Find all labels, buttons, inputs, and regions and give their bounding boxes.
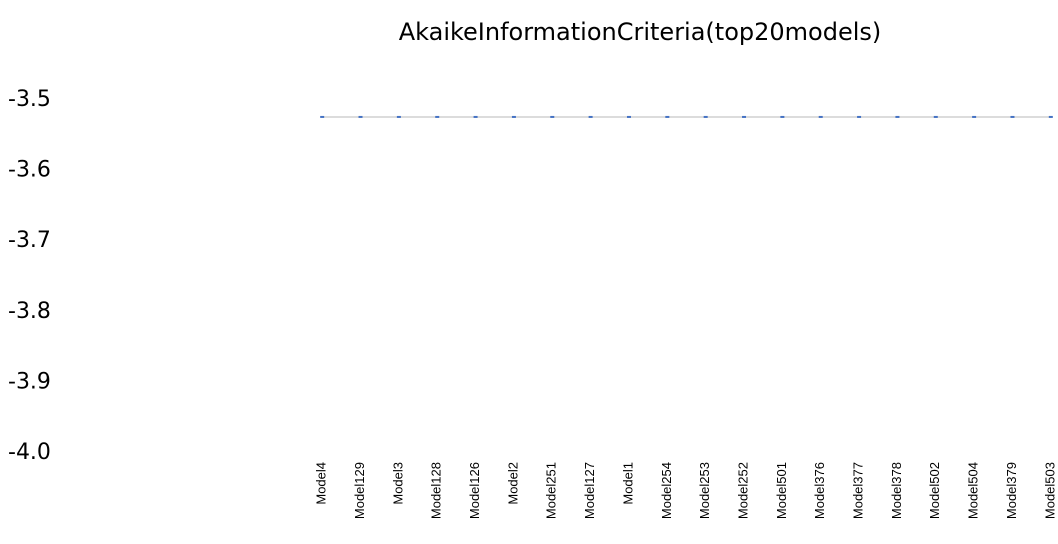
x-tick-label: Model129 [352,462,367,519]
x-tick-label: Model1 [620,462,635,505]
x-tick-label: Model379 [1004,462,1019,519]
y-tick-label: -4.0 [8,440,51,465]
y-tick-label: -3.6 [8,158,51,183]
x-tick-label: Model376 [812,462,827,519]
x-tick-label: Model4 [314,462,329,505]
x-tick-label: Model127 [582,462,597,519]
x-tick-label: Model252 [735,462,750,519]
x-tick-label: Model377 [851,462,866,519]
x-tick-label: Model503 [1042,462,1057,519]
x-tick-label: Model378 [889,462,904,519]
x-tick-label: Model502 [927,462,942,519]
x-tick-label: Model253 [697,462,712,519]
x-tick-label: Model501 [774,462,789,519]
x-tick-label: Model251 [544,462,559,519]
y-tick-label: -3.5 [8,87,51,112]
y-tick-label: -3.9 [8,369,51,394]
x-tick-label: Model2 [505,462,520,505]
chart-title: AkaikeInformationCriteria(top20models) [399,18,882,46]
y-tick-label: -3.8 [8,299,51,324]
y-tick-label: -3.7 [8,228,51,253]
x-tick-label: Model126 [467,462,482,519]
x-tick-label: Model3 [390,462,405,505]
x-tick-label: Model504 [966,462,981,519]
x-tick-label: Model128 [429,462,444,519]
x-tick-label: Model254 [659,462,674,519]
